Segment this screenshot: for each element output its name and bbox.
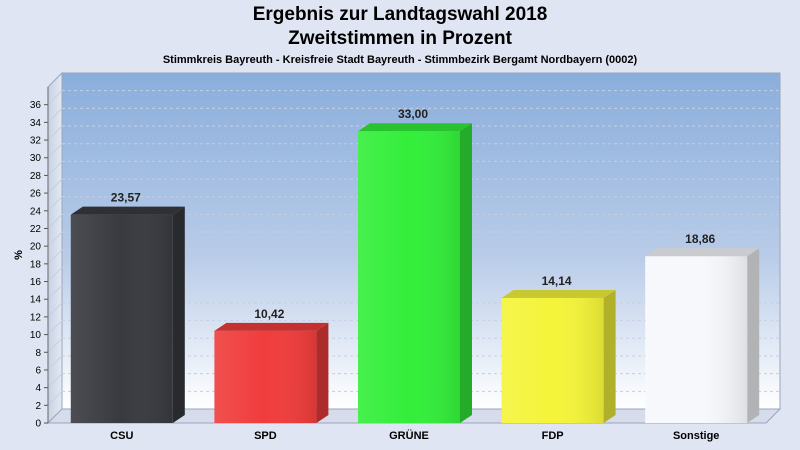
y-tick-label: 6 <box>35 365 41 376</box>
chart-subtitle-line: Zweitstimmen in Prozent <box>288 28 512 49</box>
bar-shine <box>358 131 460 424</box>
grid-line-side <box>47 284 63 300</box>
bar-side <box>460 123 472 424</box>
grid-line-side <box>47 161 63 176</box>
bar-side <box>603 289 616 423</box>
y-tick-label: 18 <box>30 259 42 270</box>
grid-line-side <box>47 125 63 141</box>
grid-line-side <box>47 143 63 159</box>
bar-value-label: 18,86 <box>685 232 715 246</box>
grid-line-side <box>47 90 63 106</box>
x-tick-label: Sonstige <box>673 430 719 442</box>
grid-line-side <box>47 373 63 388</box>
bar-value-label: 14,14 <box>542 274 572 288</box>
grid-line-side <box>47 320 63 335</box>
bar-top <box>358 123 472 132</box>
grid-line-side <box>47 231 63 247</box>
grid-line-side <box>47 355 63 371</box>
y-tick-label: 0 <box>35 419 41 430</box>
bar-value-label: 10,42 <box>254 307 284 321</box>
chart-title: Ergebnis zur Landtagswahl 2018 <box>252 4 548 25</box>
grid-line-side <box>47 390 63 406</box>
grid-line-side <box>47 214 63 229</box>
bar-shine <box>645 256 748 423</box>
bar-top <box>214 322 329 331</box>
bar-top <box>501 289 616 298</box>
y-tick-label: 14 <box>30 295 42 306</box>
grid-line-side <box>47 178 63 194</box>
y-tick-label: 30 <box>30 153 42 164</box>
grid-line-side <box>47 302 63 318</box>
x-tick-label: GRÜNE <box>389 429 429 442</box>
y-tick-label: 28 <box>30 171 42 182</box>
grid-line-side <box>47 108 63 123</box>
bar-value-label: 33,00 <box>398 107 428 121</box>
y-tick-label: 10 <box>30 330 42 341</box>
grid-line-side <box>47 249 63 265</box>
y-axis-label: % <box>13 250 25 260</box>
y-tick-label: 24 <box>30 206 42 217</box>
grid-line-side <box>47 196 63 212</box>
plot-side-wall <box>47 71 63 425</box>
y-tick-label: 16 <box>30 277 42 288</box>
y-tick-label: 26 <box>30 189 42 200</box>
y-tick-label: 4 <box>35 383 41 394</box>
bar-shine <box>501 297 604 423</box>
y-tick-label: 34 <box>30 118 42 129</box>
bar-top <box>70 206 185 215</box>
y-tick-label: 8 <box>35 348 41 359</box>
y-tick-label: 12 <box>30 312 42 323</box>
bar-side <box>172 206 185 423</box>
bar-value-label: 23,57 <box>111 191 141 205</box>
bar-side <box>316 322 329 423</box>
y-tick-label: 36 <box>30 100 42 111</box>
x-tick-label: FDP <box>542 430 564 442</box>
x-tick-label: CSU <box>110 430 133 442</box>
y-tick-label: 20 <box>30 242 42 253</box>
grid-line-side <box>47 267 63 282</box>
y-tick-label: 2 <box>35 401 41 412</box>
bar-side <box>747 248 760 423</box>
x-tick-label: SPD <box>254 430 277 442</box>
y-tick-label: 32 <box>30 136 42 147</box>
bar-shine <box>70 214 173 423</box>
grid-line-side <box>47 337 63 353</box>
chart-subtitle: Stimmkreis Bayreuth - Kreisfreie Stadt B… <box>162 54 638 66</box>
bar-shine <box>214 330 317 423</box>
bar-top <box>645 248 760 257</box>
y-tick-label: 22 <box>30 224 42 235</box>
